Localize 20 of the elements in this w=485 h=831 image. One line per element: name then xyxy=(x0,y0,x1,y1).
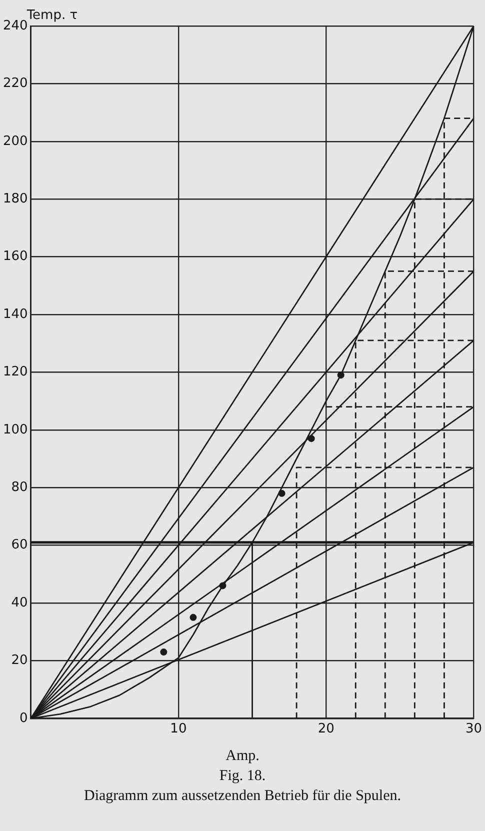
y-tick-label: 180 xyxy=(2,191,28,206)
y-tick-label: 40 xyxy=(11,595,28,610)
y-tick-label: 80 xyxy=(11,480,28,495)
y-axis-title: Temp. τ xyxy=(26,8,78,23)
y-tick-label: 20 xyxy=(11,653,28,668)
y-tick-label: 220 xyxy=(2,76,28,92)
text: Diagramm zum aussetzenden Betrieb für die Spulen. xyxy=(83,787,402,806)
y-tick-label: 140 xyxy=(2,306,28,322)
x-tick-label: 30 xyxy=(465,722,482,737)
y-tick-label: 100 xyxy=(2,422,28,438)
y-tick-label: 240 xyxy=(2,18,28,34)
x-tick-label: 10 xyxy=(170,722,187,737)
y-tick-label: 0 xyxy=(20,710,28,726)
caption: Fig. 18. xyxy=(218,767,267,786)
y-tick-label: 120 xyxy=(2,364,28,380)
y-tick-label: 160 xyxy=(2,249,28,264)
x-tick-label: 20 xyxy=(318,722,334,737)
x-axis-title: Amp. xyxy=(224,747,260,766)
y-tick-label: 200 xyxy=(2,134,28,149)
y-tick-label: 60 xyxy=(11,538,28,553)
